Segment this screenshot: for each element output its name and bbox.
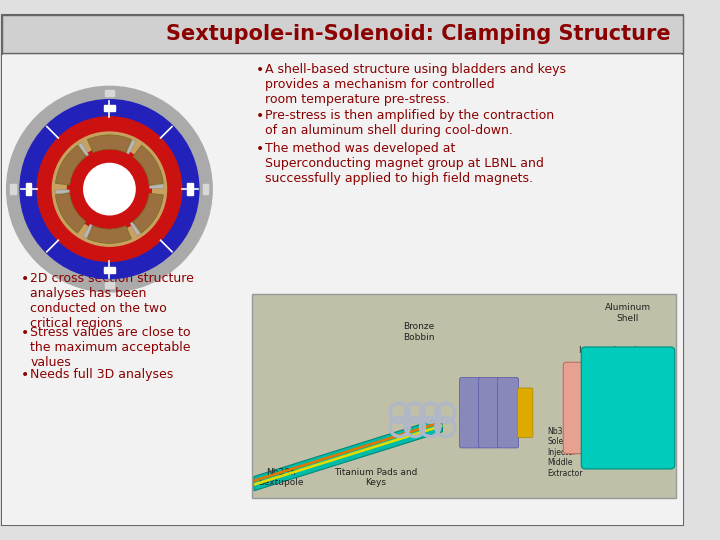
Circle shape [37,117,181,261]
Bar [104,282,114,288]
Text: Nb3Sn
Sextupole: Nb3Sn Sextupole [258,468,303,487]
Text: •: • [21,272,30,286]
Bar [104,105,115,111]
FancyBboxPatch shape [2,55,683,525]
Wedge shape [87,135,132,153]
Bar [104,90,114,96]
Circle shape [20,100,199,279]
Text: •: • [21,326,30,340]
Polygon shape [254,424,443,486]
FancyBboxPatch shape [459,377,480,448]
FancyBboxPatch shape [621,359,672,438]
Text: •: • [256,63,264,77]
Polygon shape [254,417,443,491]
Bar [104,267,115,273]
Polygon shape [254,420,443,482]
Wedge shape [126,140,135,154]
Text: Aluminum
Shell: Aluminum Shell [605,303,651,323]
FancyBboxPatch shape [498,377,518,448]
Wedge shape [55,193,86,233]
Wedge shape [149,184,163,188]
Circle shape [53,132,166,246]
Text: Iron pads
keys: Iron pads keys [578,346,621,366]
Wedge shape [55,145,86,185]
Wedge shape [133,193,163,233]
Wedge shape [78,143,89,157]
Text: The method was developed at
Superconducting magnet group at LBNL and
successfull: The method was developed at Superconduct… [266,142,544,185]
FancyBboxPatch shape [518,388,533,437]
Text: •: • [256,142,264,156]
Text: 2D cross section structure
analyses has been
conducted on the two
critical regio: 2D cross section structure analyses has … [30,272,194,330]
Bar [202,184,208,194]
FancyBboxPatch shape [563,362,645,454]
FancyBboxPatch shape [2,15,683,525]
Text: Nb3Sn
Solenoids:
Injector
Middle
Extractor: Nb3Sn Solenoids: Injector Middle Extract… [547,427,587,477]
Text: Needs full 3D analyses: Needs full 3D analyses [30,368,174,381]
Text: Stress values are close to
the maximum acceptable
values: Stress values are close to the maximum a… [30,326,191,369]
Wedge shape [55,190,70,194]
Text: Pre-stress is then amplified by the contraction
of an aluminum shell during cool: Pre-stress is then amplified by the cont… [266,109,554,137]
Bar [187,184,193,195]
FancyBboxPatch shape [252,294,675,498]
Text: Iron
Yoke: Iron Yoke [632,346,652,366]
Text: •: • [21,368,30,382]
Text: Bronze
Bobbin: Bronze Bobbin [403,322,434,342]
Text: •: • [256,109,264,123]
FancyBboxPatch shape [479,377,500,448]
Circle shape [6,86,212,292]
Wedge shape [133,145,163,185]
Wedge shape [83,224,93,238]
Bar [26,184,32,195]
Bar [11,184,16,194]
FancyBboxPatch shape [2,15,683,53]
Circle shape [84,164,135,215]
Text: Sextupole-in-Solenoid: Clamping Structure: Sextupole-in-Solenoid: Clamping Structur… [166,24,671,44]
FancyBboxPatch shape [581,347,675,469]
Text: A shell-based structure using bladders and keys
provides a mechanism for control: A shell-based structure using bladders a… [266,63,567,106]
Wedge shape [130,222,140,235]
Circle shape [68,147,151,231]
Wedge shape [87,226,132,244]
Text: Titanium Pads and
Keys: Titanium Pads and Keys [334,468,418,487]
